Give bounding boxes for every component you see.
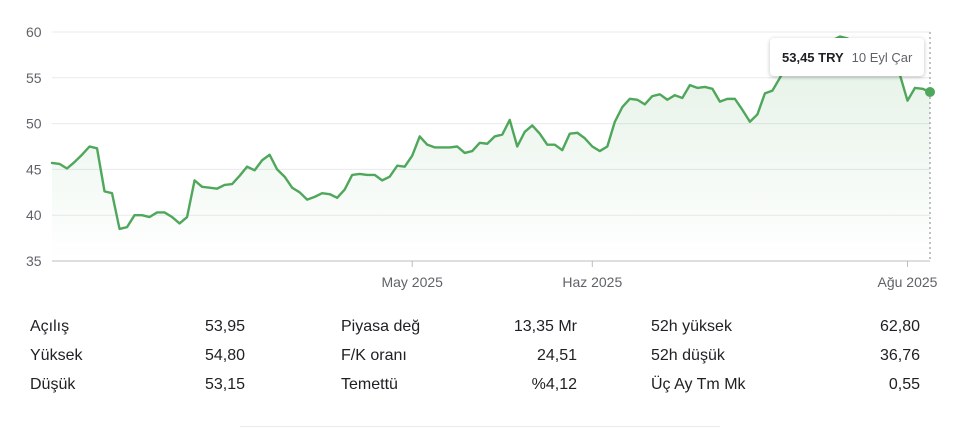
stats-row: Açılış 53,95 Piyasa değ 13,35 Mr 52h yük… [30, 318, 930, 342]
stat-label-market-cap: Piyasa değ [341, 318, 421, 335]
stat-label-open: Açılış [30, 318, 70, 335]
stat-value-52w-low: 36,76 [879, 347, 920, 364]
x-tick-label: May 2025 [381, 274, 443, 290]
stat-label-dividend: Temettü [341, 376, 398, 393]
stats-row: Yüksek 54,80 F/K oranı 24,51 52h düşük 3… [30, 347, 930, 371]
x-tick-label: Haz 2025 [562, 274, 622, 290]
divider [240, 426, 720, 427]
stat-label-low: Düşük [30, 376, 76, 393]
hover-point [925, 86, 935, 97]
price-area [52, 36, 930, 261]
stat-label-52w-high: 52h yüksek [651, 318, 732, 335]
stat-label-52w-low: 52h düşük [651, 347, 725, 364]
y-tick-label: 50 [26, 116, 42, 132]
stat-label-3m-avg-volume: Üç Ay Tm Mk [651, 376, 746, 393]
y-tick-label: 55 [26, 70, 42, 86]
stat-value-52w-high: 62,80 [879, 318, 920, 335]
stats-row: Düşük 53,15 Temettü %4,12 Üç Ay Tm Mk 0,… [30, 376, 930, 400]
stat-value-3m-avg-volume: 0,55 [888, 376, 920, 393]
y-tick-label: 60 [26, 24, 42, 40]
y-tick-label: 40 [26, 207, 42, 223]
tooltip-price: 53,45 TRY [782, 49, 844, 65]
price-area-fill [52, 36, 930, 261]
y-tick-label: 35 [26, 253, 42, 269]
price-tooltip: 53,45 TRY 10 Eyl Çar [770, 38, 925, 76]
stat-value-high: 54,80 [204, 347, 245, 364]
hover-marker [925, 32, 935, 261]
stat-value-market-cap: 13,35 Mr [513, 318, 577, 335]
stat-label-high: Yüksek [30, 347, 83, 364]
stat-value-open: 53,95 [204, 318, 245, 335]
y-axis-labels: 60 55 50 45 40 35 [26, 24, 42, 269]
stat-label-pe-ratio: F/K oranı [341, 347, 407, 364]
x-tick-label: Ağu 2025 [878, 274, 938, 290]
stat-value-low: 53,15 [204, 376, 245, 393]
tooltip-date: 10 Eyl Çar [851, 49, 913, 65]
stat-value-pe-ratio: 24,51 [536, 347, 577, 364]
y-tick-label: 45 [26, 161, 42, 177]
stat-value-dividend: %4,12 [531, 376, 577, 393]
